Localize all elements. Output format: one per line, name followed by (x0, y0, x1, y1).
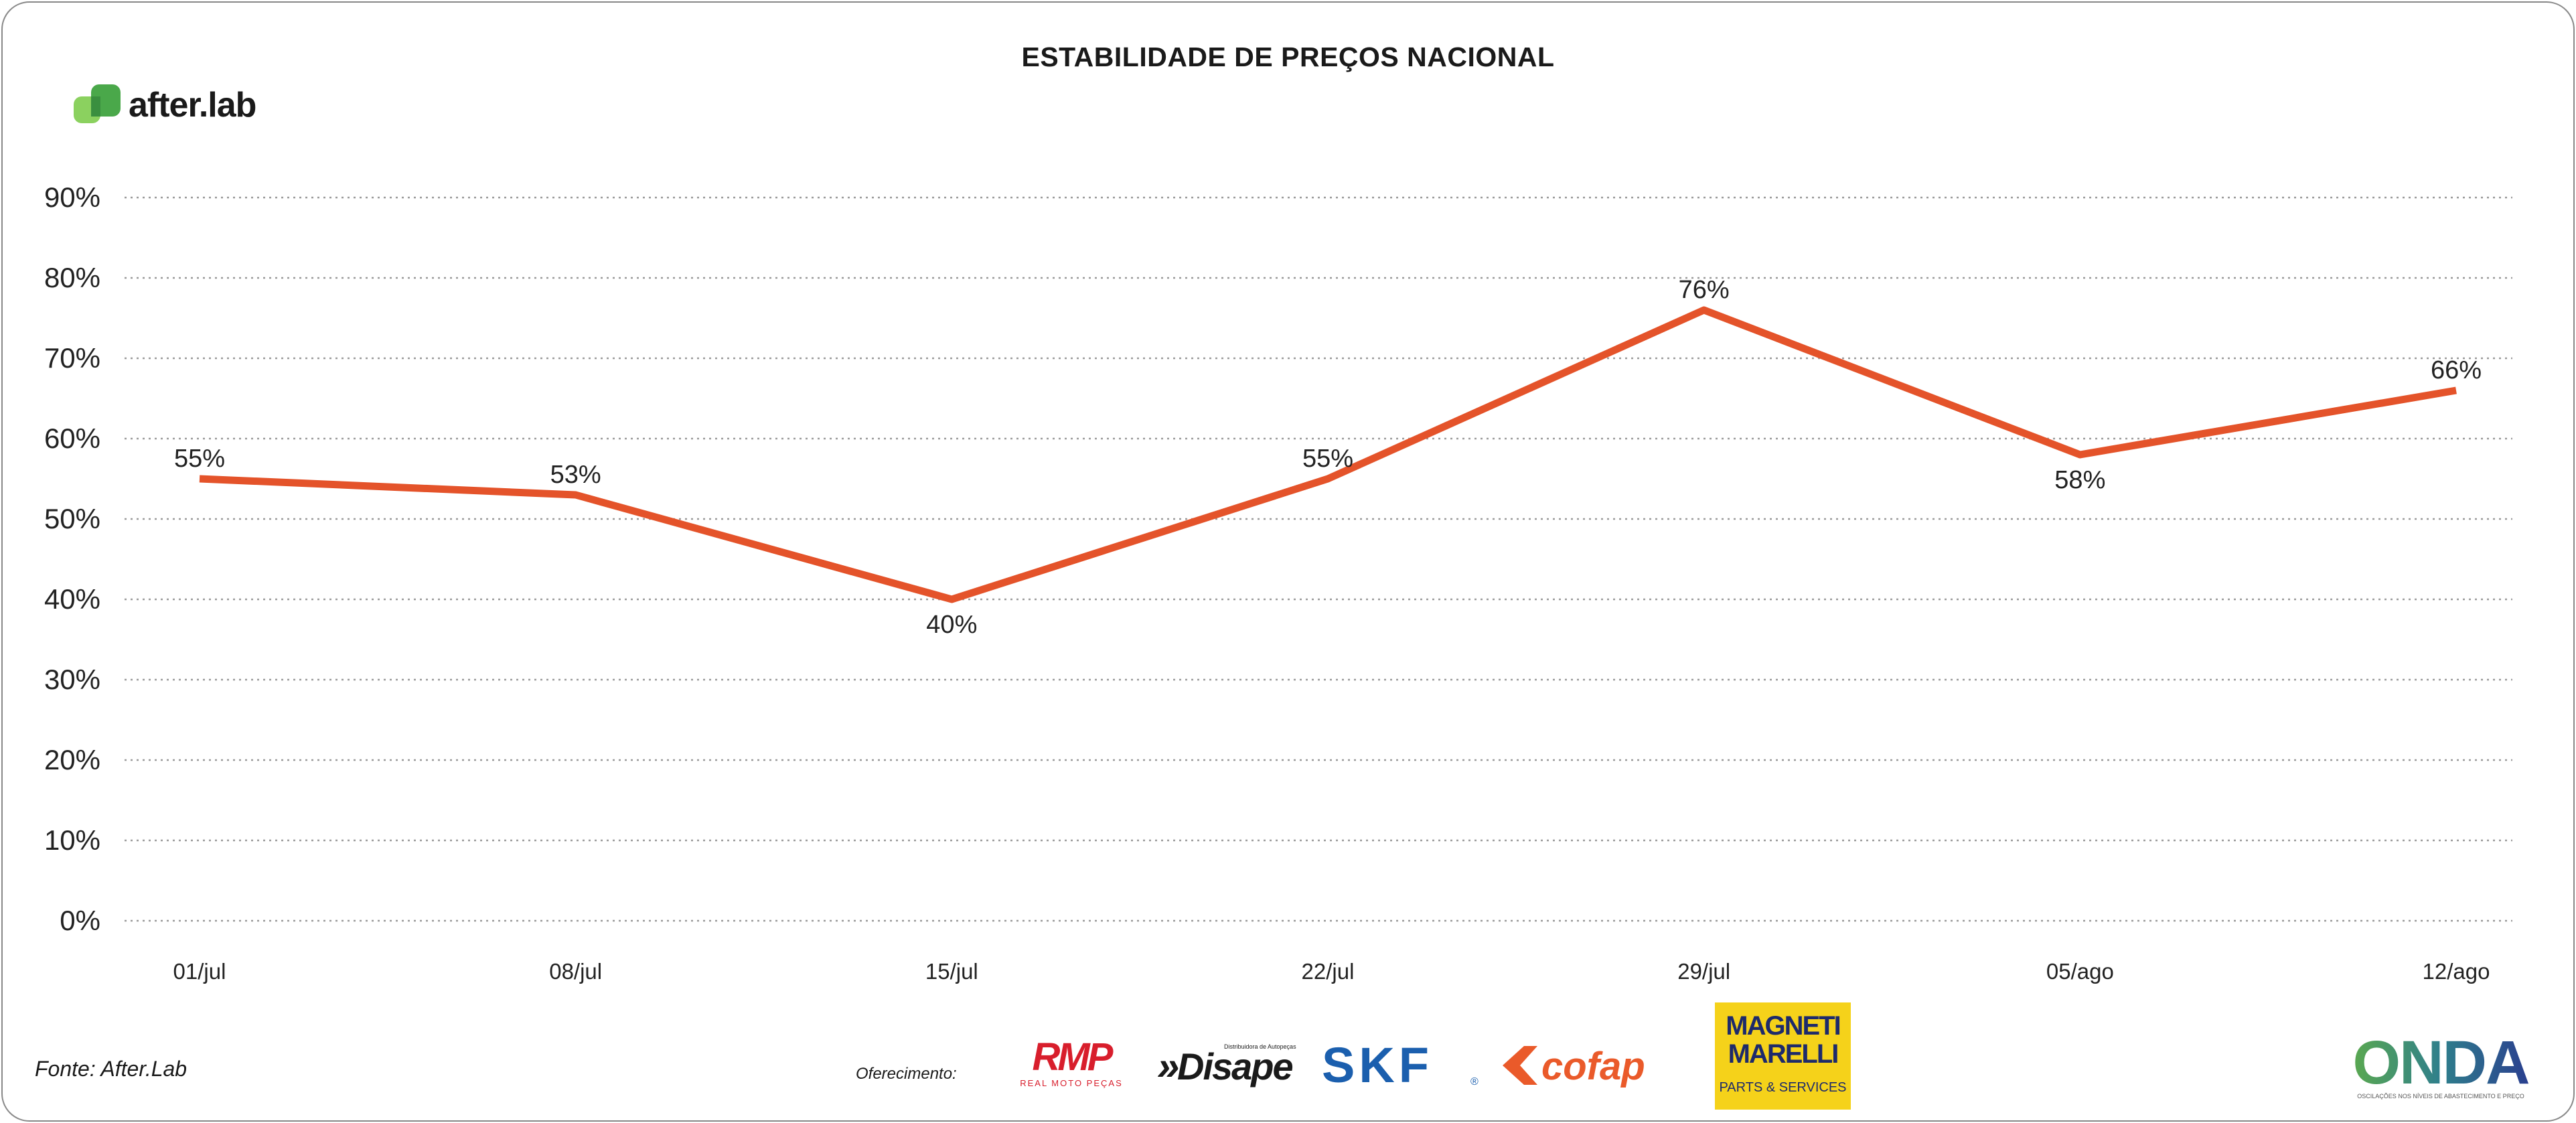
x-tick-label: 08/jul (549, 959, 602, 984)
x-tick-label: 01/jul (173, 959, 226, 984)
data-label: 55% (174, 445, 225, 473)
sponsor-label: Oferecimento: (856, 1065, 957, 1083)
svg-text:®: ® (1470, 1076, 1479, 1088)
onda-logo: ONDA OSCILAÇÕES NOS NÍVEIS DE ABASTECIME… (2353, 1031, 2530, 1100)
y-tick-label: 60% (44, 423, 100, 454)
disape-logo: » Disape Distribuidora de Autopeças (1157, 1043, 1296, 1088)
series-line (199, 306, 2457, 603)
data-label: 58% (2054, 466, 2105, 494)
cofap-logo-text: cofap (1541, 1045, 1645, 1088)
onda-logo-text: ONDA (2353, 1031, 2529, 1097)
cofap-logo: cofap (1503, 1045, 1645, 1088)
y-tick-label: 0% (60, 905, 100, 936)
y-tick-label: 90% (44, 181, 100, 213)
skf-logo: SKF ® (1322, 1042, 1479, 1089)
skf-logo-text: SKF (1322, 1042, 1433, 1089)
data-label: 53% (550, 461, 601, 489)
x-tick-label: 22/jul (1302, 959, 1355, 984)
afterlab-logo: after.lab (74, 84, 256, 126)
y-tick-label: 40% (44, 583, 100, 615)
chart-title: ESTABILIDADE DE PREÇOS NACIONAL (1021, 42, 1555, 72)
data-label: 76% (1679, 276, 1730, 304)
onda-logo-tagline: OSCILAÇÕES NOS NÍVEIS DE ABASTECIMENTO E… (2357, 1093, 2524, 1100)
disape-logo-tagline: Distribuidora de Autopeças (1224, 1043, 1296, 1050)
data-label: 66% (2431, 356, 2482, 384)
magneti-marelli-logo: MAGNETI MARELLI PARTS & SERVICES (1715, 1002, 1851, 1110)
cofap-chevron-icon (1503, 1046, 1537, 1085)
y-tick-label: 50% (44, 503, 100, 534)
source-note: Fonte: After.Lab (35, 1057, 187, 1081)
afterlab-logo-text: after.lab (129, 86, 256, 125)
y-tick-label: 70% (44, 342, 100, 374)
magneti-marelli-wordmark: MAGNETI MARELLI (1726, 1011, 1841, 1069)
afterlab-logo-icon (74, 84, 123, 126)
x-tick-label: 05/ago (2046, 959, 2114, 984)
x-tick-label: 29/jul (1677, 959, 1730, 984)
rmp-logo-text: RMP (1033, 1037, 1114, 1079)
data-label: 40% (926, 611, 977, 639)
data-label: 55% (1302, 445, 1353, 473)
y-tick-label: 10% (44, 824, 100, 856)
svg-text:»: » (1157, 1043, 1179, 1088)
disape-logo-text: Disape (1177, 1045, 1292, 1088)
rmp-logo-tagline: REAL MOTO PEÇAS (1020, 1078, 1123, 1088)
magneti-marelli-subtitle: PARTS & SERVICES (1719, 1080, 1847, 1095)
x-tick-label: 12/ago (2423, 959, 2490, 984)
rmp-logo: RMP REAL MOTO PEÇAS (1020, 1037, 1123, 1088)
y-tick-label: 20% (44, 744, 100, 775)
y-tick-label: 30% (44, 664, 100, 695)
x-tick-label: 15/jul (925, 959, 978, 984)
y-tick-label: 80% (44, 262, 100, 293)
